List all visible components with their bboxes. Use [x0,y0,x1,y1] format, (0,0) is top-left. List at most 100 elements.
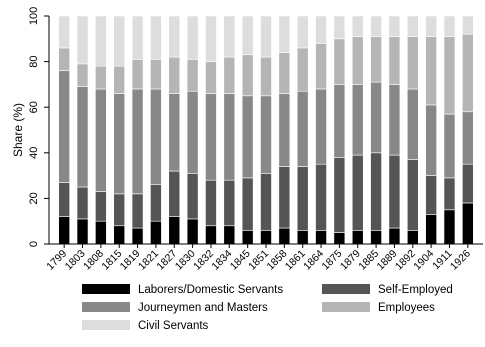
bar-segment [131,59,144,90]
bar-segment [168,170,181,217]
bar-segment [351,36,364,85]
bar-segment [205,15,217,62]
bar-segment [113,15,126,67]
bar-segment [406,88,419,160]
bar-segment [150,184,162,222]
bar-segment [241,15,254,56]
bar-segment [315,88,327,165]
legend-label: Employees [378,302,435,314]
bar-segment [150,15,162,60]
bar-segment [205,225,217,245]
bar-segment [205,61,217,94]
bar-segment [223,93,236,181]
bar-segment [351,15,364,37]
bar-segment [223,225,236,245]
legend: Laborers/Domestic Servants Self-Employed J… [82,284,453,332]
bar-segment [443,177,456,211]
bar-segment [223,15,236,58]
bar-segment [76,186,89,220]
y-tick-label: 100 [28,7,40,25]
x-tick-label: 1926 [448,248,473,273]
bar-segment [388,154,401,229]
bar-segment [260,230,272,245]
bar-segment [425,15,437,37]
bar-segment [113,65,126,94]
bar-segment [462,111,474,165]
bar-segment [278,166,291,229]
bar-segment [462,15,474,35]
bar-segment [425,104,437,176]
bar-segment [223,179,236,227]
bar-segment [95,15,107,67]
bar-segment [406,36,419,90]
legend-swatch [322,284,370,294]
bar-segment [333,15,346,40]
bar-segment [95,220,107,245]
legend-item: Journeymen and Masters [82,302,268,314]
legend-swatch [322,302,370,312]
bar-segment [168,93,181,172]
bar-segment [131,193,144,229]
bar-segment [278,52,291,94]
bar-segment [315,163,327,231]
bar-segment [168,15,181,58]
bar-segment [370,152,382,231]
bar-segment [241,54,254,97]
bar-segment [76,63,89,87]
y-axis-label: Share (%) [11,103,25,157]
y-tick-label: 60 [28,101,40,113]
bar-segment [223,56,236,94]
bar-segment [76,218,89,245]
bar-segment [168,56,181,94]
bar-segment [296,15,309,49]
bar-segment [131,227,144,245]
bar-segment [278,93,291,167]
legend-item: Self-Employed [322,284,453,296]
bar-segment [58,182,70,217]
legend-item: Civil Servants [82,320,209,332]
bar-segment [370,36,382,83]
bar-segment [333,157,346,233]
bar-segment [113,225,126,245]
bar-segment [168,216,181,245]
bar-segment [315,230,327,245]
bar-segment [296,90,309,167]
bar-segment [58,47,70,72]
bar-segment [76,15,89,65]
bar-segment [315,43,327,90]
bar-segment [95,65,107,90]
bar-segment [205,93,217,181]
plot-area [58,15,474,245]
bar-segment [58,70,70,183]
bar-segment [388,227,401,245]
bar-segment [150,88,162,186]
bar-segment [150,220,162,245]
bar-segment [186,15,199,60]
y-tick-label: 0 [28,241,40,247]
bar-segment [260,173,272,231]
bar-segment [443,15,456,37]
bar-segment [406,159,419,231]
bar-segment [370,230,382,245]
bar-segment [186,173,199,220]
bar-segment [296,166,309,231]
legend-label: Self-Employed [378,284,453,296]
bar-segment [351,154,364,231]
bar-segment [333,84,346,158]
bar-segment [425,214,437,245]
bar-segment [370,81,382,154]
bar-segment [443,36,456,115]
bar-segment [425,36,437,106]
bar-segment [95,88,107,192]
bar-segment [260,15,272,58]
bar-segment [462,33,474,113]
bar-segment [425,175,437,215]
bar-segment [388,84,401,156]
bar-segment [131,15,144,60]
bar-segment [131,88,144,195]
legend-item: Employees [322,302,435,314]
legend-swatch [82,320,130,330]
y-tick-label: 80 [28,55,40,67]
